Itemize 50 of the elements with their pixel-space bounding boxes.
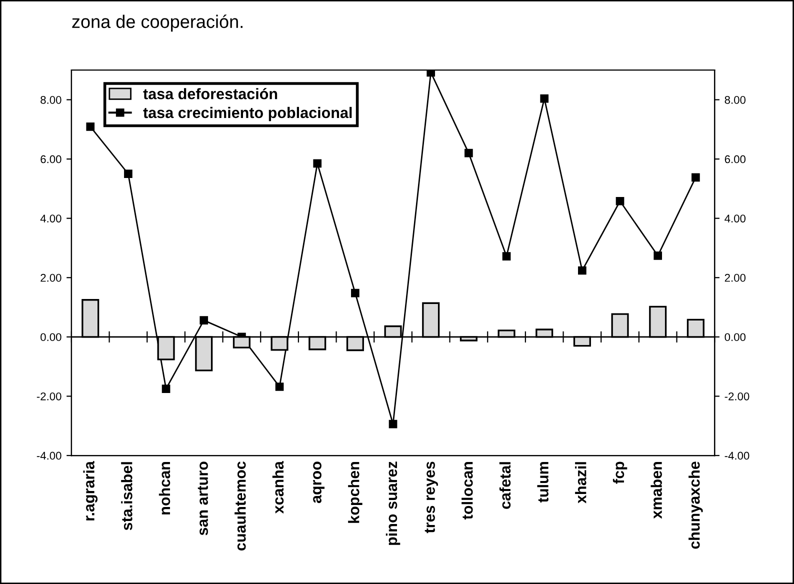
- y2-tick-label: -2.00: [724, 392, 750, 400]
- point: [502, 252, 511, 260]
- x-tick-label: aqroo: [313, 462, 324, 504]
- y-tick-label: 6.00: [40, 155, 62, 164]
- x-tick-label: tres reyes: [424, 462, 438, 534]
- y-tick-label: 4.00: [40, 214, 62, 222]
- point: [426, 70, 436, 77]
- point: [124, 170, 132, 178]
- y-tick-label: 8.00: [40, 96, 62, 104]
- x-tick-label: nohcan: [158, 462, 170, 514]
- x-tick-label: kopchen: [348, 462, 362, 523]
- y2-tick-label: 2.00: [724, 274, 746, 282]
- point: [388, 420, 398, 428]
- point: [86, 122, 95, 131]
- y2-tick-label: -4.00: [724, 452, 750, 460]
- point: [464, 148, 473, 158]
- x-tick-label: fcp: [612, 462, 628, 484]
- y-tick-label: 2.00: [40, 274, 62, 282]
- y2-tick-label: 6.00: [724, 155, 746, 164]
- point: [616, 196, 624, 206]
- legend-label: tasa crecimiento poblacional: [143, 106, 352, 122]
- point: [578, 266, 586, 275]
- y-tick-label: -4.00: [36, 452, 62, 460]
- x-tick-label: r.agraria: [83, 460, 98, 520]
- x-tick-label: tulum: [537, 462, 548, 502]
- x-tick-label: xcanha: [272, 460, 284, 514]
- y-tick-label: -2.00: [36, 392, 62, 400]
- point: [540, 94, 549, 103]
- point: [162, 384, 170, 393]
- point: [200, 316, 208, 324]
- x-tick-label: xhazil: [575, 462, 586, 504]
- y2-tick-label: 8.00: [724, 96, 746, 104]
- y-tick-label: 0.00: [40, 333, 62, 342]
- x-tick-label: cafetal: [499, 462, 511, 509]
- legend-label: tasa deforestación: [143, 88, 278, 100]
- text: zona de cooperación.: [72, 14, 242, 32]
- x-tick-label: tollocan: [462, 462, 473, 520]
- x-tick-label: chunyaxche: [688, 462, 703, 549]
- x-tick-label: xmaben: [650, 462, 662, 519]
- x-tick-label: san arturo: [198, 462, 208, 536]
- point: [275, 382, 284, 391]
- point: [313, 159, 322, 168]
- x-tick-label: sta.isabel: [121, 462, 132, 530]
- x-tick-label: pino suarez: [386, 462, 400, 545]
- y2-tick-label: 4.00: [724, 214, 746, 222]
- point: [692, 173, 700, 182]
- x-tick-label: cuauhtemoc: [234, 462, 246, 550]
- point: [654, 252, 662, 260]
- point: [351, 288, 360, 298]
- y2-tick-label: 0.00: [724, 333, 746, 342]
